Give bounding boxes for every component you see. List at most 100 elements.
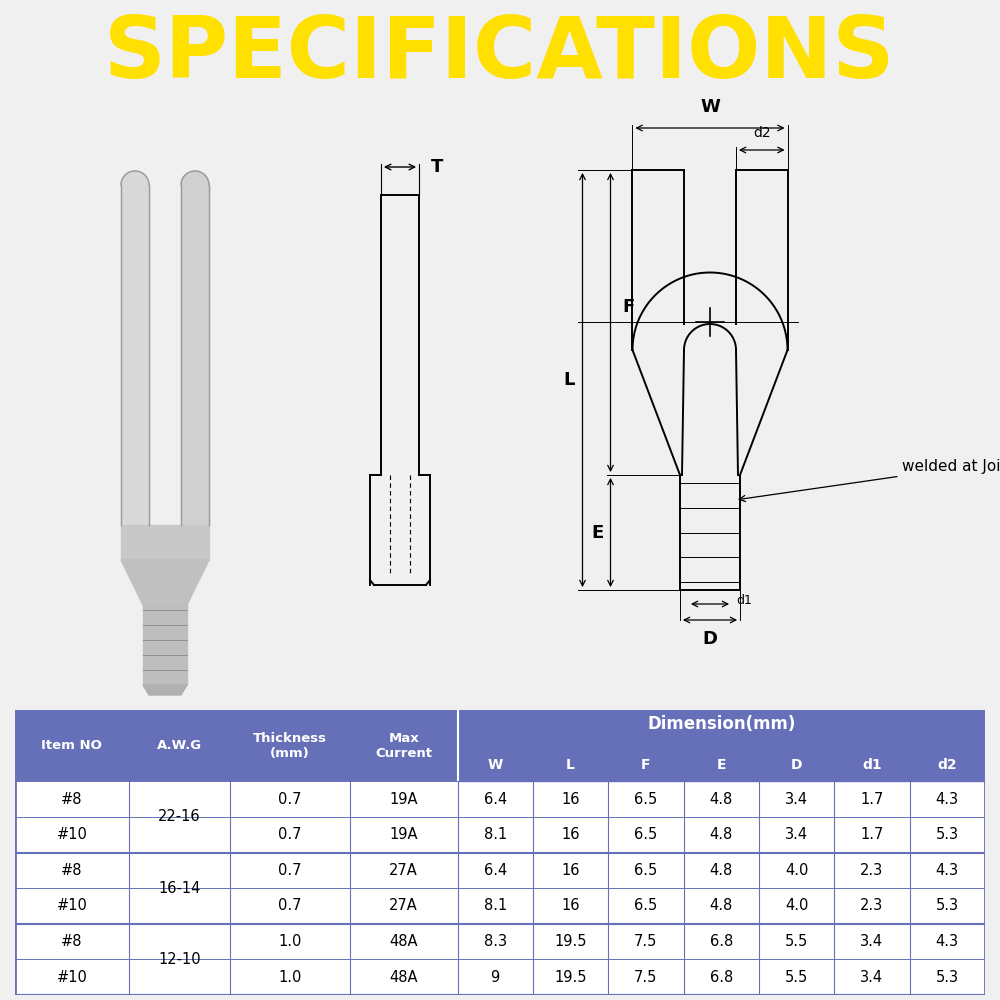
Text: 1.7: 1.7: [860, 827, 884, 842]
Text: 19.5: 19.5: [554, 934, 587, 949]
Text: 3.4: 3.4: [785, 792, 808, 807]
Text: T: T: [431, 158, 443, 176]
Text: 6.4: 6.4: [484, 792, 507, 807]
Text: 22-16: 22-16: [158, 809, 201, 824]
Text: 4.0: 4.0: [785, 898, 808, 913]
Text: 7.5: 7.5: [634, 934, 658, 949]
Text: d1: d1: [862, 758, 882, 772]
Text: 4.3: 4.3: [936, 792, 959, 807]
Text: 4.8: 4.8: [710, 863, 733, 878]
Polygon shape: [181, 185, 209, 525]
Polygon shape: [143, 685, 187, 695]
Text: d1: d1: [736, 594, 752, 607]
Text: D: D: [791, 758, 802, 772]
Text: 5.3: 5.3: [936, 970, 959, 985]
Text: E: E: [717, 758, 726, 772]
Bar: [15, 959, 985, 995]
Text: 9: 9: [491, 970, 500, 985]
Bar: [15, 852, 985, 888]
Text: 4.3: 4.3: [936, 863, 959, 878]
Text: W: W: [700, 98, 720, 116]
Text: D: D: [702, 630, 718, 648]
Text: 5.3: 5.3: [936, 898, 959, 913]
Text: 8.1: 8.1: [484, 827, 507, 842]
Text: Dimension(mm): Dimension(mm): [647, 715, 795, 733]
Text: 8.1: 8.1: [484, 898, 507, 913]
Bar: [15, 749, 985, 781]
Text: SPECIFICATIONS: SPECIFICATIONS: [104, 13, 896, 96]
Text: Item NO: Item NO: [41, 739, 102, 752]
Text: 19A: 19A: [389, 792, 418, 807]
Text: 4.3: 4.3: [936, 934, 959, 949]
Text: 1.0: 1.0: [278, 934, 302, 949]
Text: 16-14: 16-14: [158, 881, 201, 896]
Text: 7.5: 7.5: [634, 970, 658, 985]
Text: 6.5: 6.5: [634, 898, 658, 913]
Text: 4.8: 4.8: [710, 827, 733, 842]
Text: 5.5: 5.5: [785, 970, 808, 985]
Text: d2: d2: [938, 758, 957, 772]
Text: 19.5: 19.5: [554, 970, 587, 985]
Text: #8: #8: [61, 792, 83, 807]
Text: 6.8: 6.8: [710, 970, 733, 985]
Polygon shape: [143, 605, 187, 685]
Bar: [15, 781, 985, 817]
Text: 4.8: 4.8: [710, 792, 733, 807]
Text: 6.5: 6.5: [634, 863, 658, 878]
Polygon shape: [121, 185, 149, 525]
Text: L: L: [566, 758, 575, 772]
Text: A.W.G: A.W.G: [157, 739, 202, 752]
Text: 5.5: 5.5: [785, 934, 808, 949]
Bar: [15, 888, 985, 924]
Text: #10: #10: [56, 827, 87, 842]
Text: 2.3: 2.3: [860, 863, 884, 878]
Text: d2: d2: [753, 126, 771, 140]
Text: 6.5: 6.5: [634, 792, 658, 807]
Text: Max
Current: Max Current: [375, 732, 432, 760]
Text: 27A: 27A: [389, 863, 418, 878]
Text: 3.4: 3.4: [860, 970, 884, 985]
Text: #10: #10: [56, 898, 87, 913]
Polygon shape: [121, 525, 209, 560]
Text: #8: #8: [61, 934, 83, 949]
Text: W: W: [488, 758, 503, 772]
Text: Thickness
(mm): Thickness (mm): [253, 732, 327, 760]
Text: 48A: 48A: [389, 934, 418, 949]
Bar: [15, 924, 985, 959]
Text: #8: #8: [61, 863, 83, 878]
Text: 4.8: 4.8: [710, 898, 733, 913]
Text: 6.5: 6.5: [634, 827, 658, 842]
Bar: [15, 710, 985, 749]
Text: 3.4: 3.4: [860, 934, 884, 949]
Text: 16: 16: [561, 898, 580, 913]
Text: E: E: [591, 524, 604, 542]
Polygon shape: [121, 171, 149, 185]
Polygon shape: [181, 171, 209, 185]
Text: 0.7: 0.7: [278, 792, 302, 807]
Text: 4.0: 4.0: [785, 863, 808, 878]
Bar: [15, 817, 985, 852]
Text: 19A: 19A: [389, 827, 418, 842]
Text: 3.4: 3.4: [785, 827, 808, 842]
Text: 5.3: 5.3: [936, 827, 959, 842]
Text: #10: #10: [56, 970, 87, 985]
Text: L: L: [564, 371, 575, 389]
Text: welded at Joints: welded at Joints: [739, 460, 1000, 502]
Text: F: F: [622, 298, 635, 316]
Text: 1.0: 1.0: [278, 970, 302, 985]
Text: 0.7: 0.7: [278, 863, 302, 878]
Text: 6.4: 6.4: [484, 863, 507, 878]
Text: 27A: 27A: [389, 898, 418, 913]
Text: 8.3: 8.3: [484, 934, 507, 949]
Text: 48A: 48A: [389, 970, 418, 985]
Text: 2.3: 2.3: [860, 898, 884, 913]
Text: 0.7: 0.7: [278, 898, 302, 913]
Text: F: F: [641, 758, 651, 772]
Text: 16: 16: [561, 827, 580, 842]
Polygon shape: [121, 560, 209, 605]
Text: 6.8: 6.8: [710, 934, 733, 949]
Text: 16: 16: [561, 792, 580, 807]
Text: 12-10: 12-10: [158, 952, 201, 967]
Text: 16: 16: [561, 863, 580, 878]
Text: 1.7: 1.7: [860, 792, 884, 807]
